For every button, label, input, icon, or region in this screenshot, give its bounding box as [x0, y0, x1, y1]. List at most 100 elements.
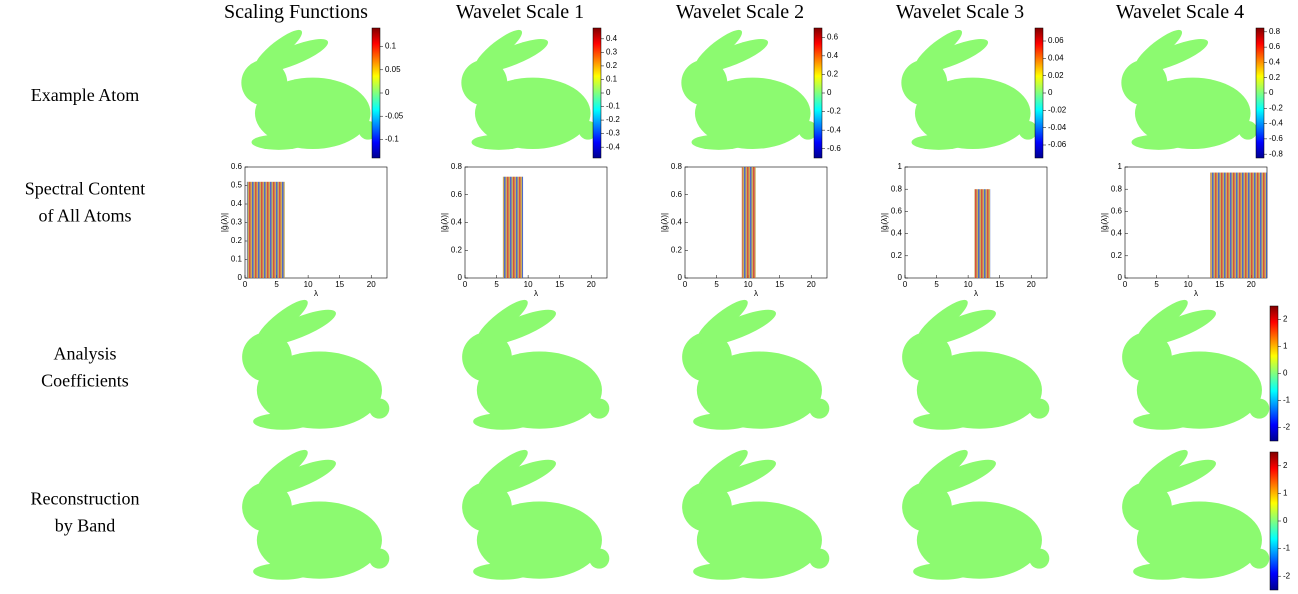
y-tick-label: 0 [458, 273, 463, 282]
colorbar-tick-label: -0.1 [606, 102, 620, 111]
x-axis-label: λ [754, 289, 758, 298]
y-tick-label: 0.4 [891, 229, 903, 238]
x-tick-label: 10 [964, 280, 973, 289]
column-title: Wavelet Scale 4 [1116, 1, 1244, 23]
x-tick-label: 5 [934, 280, 939, 289]
y-tick-label: 0.3 [231, 218, 243, 227]
bunny-shape [682, 294, 830, 430]
y-tick-label: 0.6 [1111, 207, 1123, 216]
colorbar-tick-label: -0.8 [1269, 149, 1283, 158]
colorbar-tick-label: 0.2 [1269, 73, 1281, 82]
colorbar-tick-label: -0.05 [385, 111, 404, 120]
colorbar-tick-label: -0.04 [1048, 123, 1067, 132]
bunny-mesh [241, 24, 378, 150]
colorbar-tick-label: 1 [1283, 489, 1288, 498]
x-axis-label: λ [974, 289, 978, 298]
colorbar-tick-label: -0.2 [606, 115, 620, 124]
y-tick-label: 0.4 [451, 218, 463, 227]
x-tick-label: 20 [1247, 280, 1256, 289]
column-title: Wavelet Scale 2 [676, 1, 804, 23]
bunny-shape [241, 24, 378, 150]
colorbar-tick-label: 0 [1048, 88, 1053, 97]
colorbar-tick-label: 1 [1283, 342, 1288, 351]
colorbar-tick-label: 0.4 [606, 34, 618, 43]
colorbar [371, 27, 381, 159]
x-tick-label: 0 [243, 280, 248, 289]
row-label: of All Atoms [38, 206, 131, 226]
colorbar-tick-label: -0.06 [1048, 140, 1067, 149]
spectral-band [741, 167, 756, 278]
bunny-mesh [902, 294, 1050, 430]
x-tick-label: 15 [335, 280, 344, 289]
bunny-spot [911, 397, 919, 405]
y-tick-label: 0 [898, 273, 903, 282]
spectral-band [502, 176, 524, 278]
y-tick-label: 0.4 [1111, 229, 1123, 238]
plot-area [684, 166, 828, 279]
colorbar-tick-label: -0.2 [1269, 103, 1283, 112]
colorbar-tick-label: 0.05 [385, 65, 401, 74]
colorbar-tick-label: -0.1 [385, 135, 399, 144]
y-tick-label: 0.2 [231, 236, 243, 245]
bunny-shape [1122, 294, 1270, 430]
bunny-shape [682, 444, 830, 580]
colorbar-tick-label: -2 [1283, 423, 1291, 432]
row-label: by Band [55, 516, 116, 536]
bunny-mesh [682, 444, 830, 580]
spectral-band [974, 189, 991, 278]
x-axis-label: λ [1194, 289, 1198, 298]
x-tick-label: 10 [1184, 280, 1193, 289]
y-tick-label: 0.6 [231, 162, 243, 171]
colorbar [1269, 305, 1279, 442]
bunny-spot [538, 494, 546, 502]
colorbar-tick-label: -1 [1283, 544, 1291, 553]
y-axis-label: |ĝᵢ(λ)| [880, 213, 889, 232]
colorbar-tick-label: -0.4 [606, 142, 620, 151]
row-label: Reconstruction [31, 489, 140, 509]
y-tick-label: 0 [1118, 273, 1123, 282]
colorbar-tick-label: -0.02 [1048, 105, 1067, 114]
y-axis-label: |ĝᵢ(λ)| [1100, 213, 1109, 232]
colorbar-tick-label: -0.4 [1269, 119, 1283, 128]
colorbar-tick-label: 0.6 [1269, 42, 1281, 51]
bunny-shape [461, 24, 598, 150]
bunny-shape [681, 24, 818, 150]
x-tick-label: 5 [274, 280, 279, 289]
x-tick-label: 0 [1123, 280, 1128, 289]
x-tick-label: 20 [807, 280, 816, 289]
colorbar-tick-label: -0.4 [827, 125, 841, 134]
y-tick-label: 0.8 [1111, 184, 1123, 193]
x-tick-label: 10 [304, 280, 313, 289]
x-tick-label: 15 [1215, 280, 1224, 289]
colorbar-tick-label: 0.8 [1269, 27, 1281, 36]
row-label: Spectral Content [25, 179, 145, 199]
colorbar-tick-label: 0 [1269, 88, 1274, 97]
bunny-shape [1122, 444, 1270, 580]
colorbar-tick-label: -0.6 [1269, 134, 1283, 143]
colorbar-tick-label: 0 [827, 88, 832, 97]
colorbar [1255, 27, 1265, 159]
colorbar-tick-label: 0 [385, 88, 390, 97]
plot-area [464, 166, 608, 279]
colorbar-tick-label: 0.04 [1048, 53, 1064, 62]
colorbar-tick-label: 0.2 [606, 61, 618, 70]
y-tick-label: 0 [238, 273, 243, 282]
bunny-shape [242, 294, 390, 430]
colorbar [813, 27, 823, 159]
spectral-band [246, 181, 285, 278]
column-title: Scaling Functions [224, 1, 368, 23]
bunny-shape [902, 294, 1050, 430]
y-tick-label: 0.8 [671, 162, 683, 171]
bunny-mesh [681, 24, 818, 150]
x-tick-label: 5 [714, 280, 719, 289]
y-tick-label: 0.5 [231, 181, 243, 190]
y-tick-label: 0.2 [671, 245, 683, 254]
y-tick-label: 0.6 [671, 190, 683, 199]
x-axis-label: λ [314, 289, 318, 298]
colorbar-tick-label: -2 [1283, 571, 1291, 580]
colorbar-tick-label: 0 [606, 88, 611, 97]
x-tick-label: 20 [367, 280, 376, 289]
y-tick-label: 0.2 [451, 245, 463, 254]
colorbar-tick-label: 0.06 [1048, 36, 1064, 45]
